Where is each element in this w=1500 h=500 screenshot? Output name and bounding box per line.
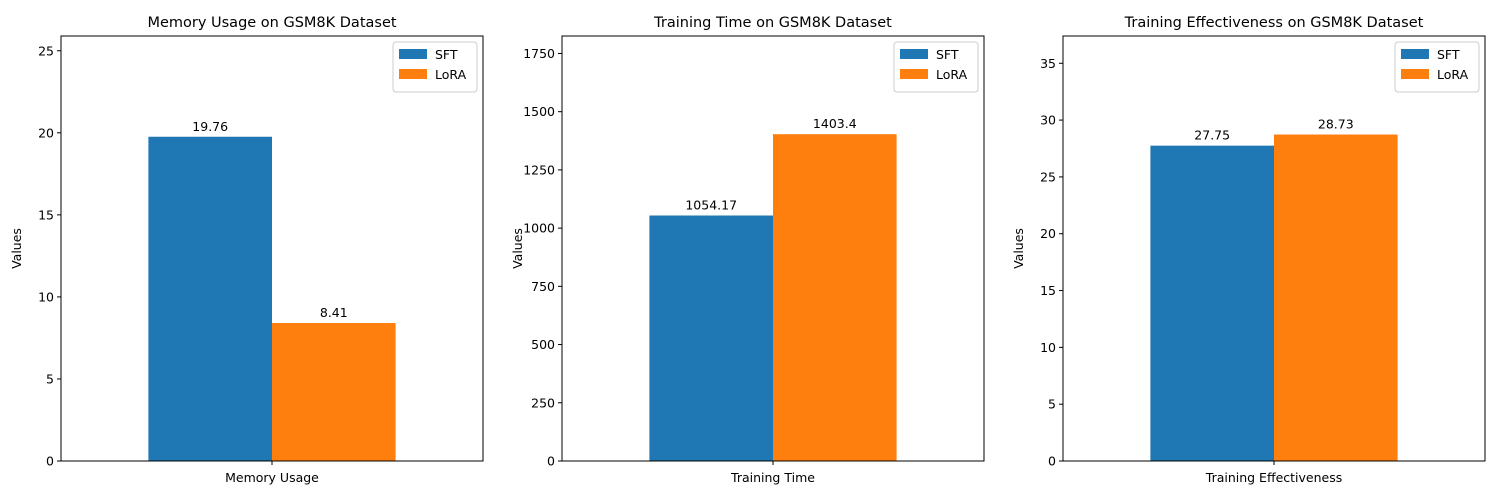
y-tick-label: 750	[531, 279, 555, 294]
legend-label: SFT	[936, 47, 959, 62]
y-axis-label: Values	[1011, 228, 1026, 269]
bar-sft	[1150, 145, 1274, 461]
chart-title: Training Effectiveness on GSM8K Dataset	[1124, 15, 1424, 31]
y-tick-label: 500	[531, 337, 555, 352]
bar-value-label: 1054.17	[685, 198, 737, 213]
legend-label: LoRA	[936, 67, 968, 82]
chart-1: Memory Usage on GSM8K Dataset 19.76 8.41 0 5…	[9, 15, 484, 485]
y-tick-label: 1750	[523, 46, 555, 61]
bar-value-label: 1403.4	[813, 116, 857, 131]
y-tick-label: 250	[531, 395, 555, 410]
legend-label: LoRA	[435, 67, 467, 82]
y-tick-label: 1250	[523, 162, 555, 177]
y-tick-label: 5	[1048, 397, 1056, 412]
bar-lora	[1274, 134, 1398, 462]
y-tick-label: 5	[46, 371, 54, 386]
y-tick-label: 0	[547, 454, 555, 469]
legend-swatch-sft	[900, 49, 928, 59]
y-tick-label: 20	[38, 125, 54, 140]
chart-title: Memory Usage on GSM8K Dataset	[147, 15, 396, 31]
x-tick-label: Training Time	[730, 470, 815, 485]
legend-swatch-sft	[399, 49, 427, 59]
legend-swatch-lora	[399, 69, 427, 79]
legend-swatch-sft	[1401, 49, 1429, 59]
y-axis-label: Values	[510, 228, 525, 269]
y-tick-label: 20	[1040, 226, 1056, 241]
y-tick-label: 15	[1040, 283, 1056, 298]
bar-value-label: 28.73	[1318, 117, 1354, 132]
legend: SFT LoRA	[1394, 41, 1480, 93]
bar-lora	[272, 322, 396, 461]
chart-2: Training Time on GSM8K Dataset 1054.17 140…	[510, 15, 985, 485]
legend-label: LoRA	[1437, 67, 1469, 82]
y-tick-label: 0	[46, 454, 54, 469]
y-tick-label: 30	[1040, 113, 1056, 128]
y-tick-label: 1000	[523, 221, 555, 236]
y-tick-label: 25	[1040, 169, 1056, 184]
y-tick-label: 15	[38, 207, 54, 222]
bar-value-label: 27.75	[1194, 128, 1230, 143]
y-tick-label: 25	[38, 43, 54, 58]
y-tick-label: 1500	[523, 104, 555, 119]
bar-sft	[148, 136, 272, 461]
x-tick-label: Memory Usage	[225, 470, 319, 485]
bar-value-label: 19.76	[192, 119, 228, 134]
y-axis-label: Values	[9, 228, 24, 269]
chart-title: Training Time on GSM8K Dataset	[653, 15, 892, 31]
legend: SFT LoRA	[392, 41, 478, 93]
bar-value-label: 8.41	[320, 305, 348, 320]
legend-swatch-lora	[900, 69, 928, 79]
x-tick-label: Training Effectiveness	[1205, 470, 1342, 485]
y-tick-label: 10	[38, 289, 54, 304]
y-tick-label: 35	[1040, 56, 1056, 71]
chart-3: Training Effectiveness on GSM8K Dataset 2…	[1011, 15, 1486, 485]
bar-lora	[773, 134, 897, 461]
y-tick-label: 10	[1040, 340, 1056, 355]
legend-swatch-lora	[1401, 69, 1429, 79]
legend-label: SFT	[435, 47, 458, 62]
legend-label: SFT	[1437, 47, 1460, 62]
y-tick-label: 0	[1048, 454, 1056, 469]
bar-sft	[649, 215, 773, 461]
legend: SFT LoRA	[893, 41, 979, 93]
